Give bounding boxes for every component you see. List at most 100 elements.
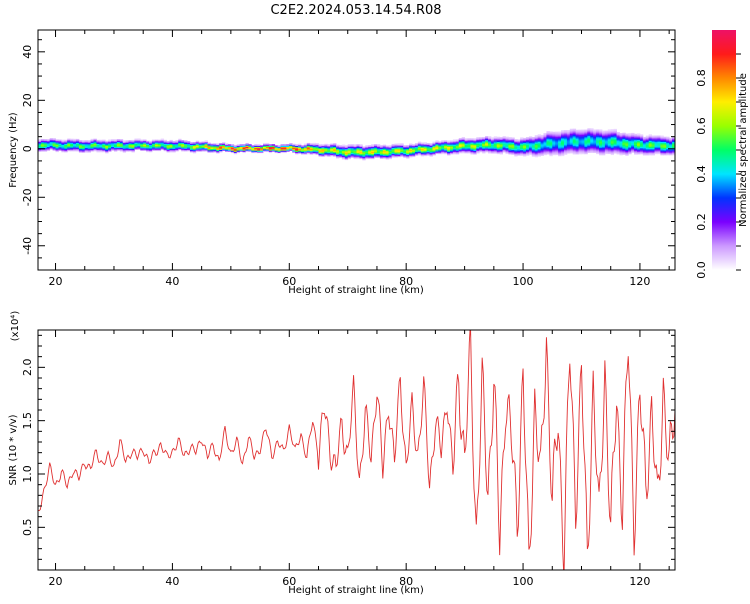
heatmap-cell [604,147,609,150]
heatmap-cell [642,146,647,149]
x-tick-label: 60 [282,575,296,588]
heatmap-cell [607,142,612,145]
heatmap-cell [192,149,197,151]
heatmap-cell [584,144,588,146]
heatmap-cell [300,152,305,155]
heatmap-cell [40,142,45,145]
heatmap-cell [96,150,100,153]
heatmap-cell [537,134,541,136]
heatmap-cell [572,129,577,132]
heatmap-cell [525,149,530,151]
heatmap-cell [412,149,416,151]
heatmap-cell [645,138,650,140]
heatmap-cell [359,156,363,158]
heatmap-cell [587,141,591,144]
heatmap-cell [523,140,527,142]
heatmap-cell [172,146,176,148]
heatmap-cell [81,141,86,144]
heatmap-cell [280,146,284,149]
heatmap-cell [157,148,162,150]
heatmap-cell [663,145,667,147]
snr-panel: 20 40 60 80 100 120 0.51.01.52.0 Height of st… [8,311,676,596]
heatmap-cell [286,149,290,151]
heatmap-cell [108,149,112,151]
heatmap-cell [490,149,495,152]
heatmap-cell [61,143,65,145]
heatmap-cell [201,148,205,151]
heatmap-cell [619,133,623,135]
heatmap-cell [268,144,273,146]
heatmap-cell [584,152,588,155]
heatmap-cell [654,152,658,155]
heatmap-cell [210,143,214,146]
heatmap-cell [444,150,448,152]
heatmap-cell [558,136,562,139]
heatmap-cell [464,140,468,143]
heatmap-cell [403,151,407,153]
heatmap-cell [376,148,381,151]
heatmap-cell [634,134,638,137]
heatmap-cell [350,145,354,147]
heatmap-cell [607,148,612,151]
heatmap-cell [628,144,632,146]
heatmap-cell [406,155,410,158]
heatmap-cell [525,146,530,149]
heatmap-cell [58,145,62,148]
heatmap-cell [634,145,638,148]
heatmap-cell [461,148,466,150]
heatmap-cell [409,143,413,146]
heatmap-cell [222,142,226,144]
heatmap-cell [520,144,524,147]
heatmap-cell [257,147,261,150]
heatmap-cell [61,142,65,144]
heatmap-cell [324,153,328,156]
heatmap-cell [157,143,162,146]
heatmap-cell [87,146,91,148]
heatmap-cell [563,153,568,155]
heatmap-cell [181,141,185,143]
heatmap-cell [508,140,512,143]
heatmap-cell [561,142,565,144]
heatmap-cell [295,148,299,150]
heatmap-cell [414,150,419,152]
heatmap-cell [198,141,203,144]
heatmap-cell [84,145,89,147]
heatmap-cell [663,137,667,140]
heatmap-cell [654,142,658,145]
heatmap-cell [344,146,349,148]
heatmap-cell [119,147,124,150]
heatmap-cell [625,139,629,142]
heatmap-cell [534,142,539,144]
heatmap-cell [315,147,319,149]
heatmap-cell [610,142,615,145]
heatmap-cell [587,136,591,139]
heatmap-cell [601,142,606,145]
heatmap-cell [476,139,480,142]
heatmap-cell [365,147,369,150]
heatmap-cell [338,151,343,153]
heatmap-cell [195,141,200,144]
heatmap-cell [189,147,194,149]
heatmap-cell [616,151,620,154]
heatmap-cell [198,146,203,149]
heatmap-cell [374,150,378,152]
heatmap-cell [242,145,246,147]
heatmap-cell [511,153,515,155]
heatmap-cell [157,142,162,144]
heatmap-cell [534,150,539,153]
heatmap-cell [531,155,536,157]
heatmap-cell [75,149,80,152]
heatmap-cell [350,152,354,155]
heatmap-cell [338,145,343,147]
colorbar-tick-label: 0.2 [695,213,708,231]
heatmap-cell [619,136,623,139]
heatmap-cell [657,141,661,144]
heatmap-cell [125,148,129,151]
heatmap-cell [187,142,191,144]
heatmap-cell [531,143,536,145]
heatmap-cell [537,151,541,153]
heatmap-cell [423,153,428,155]
heatmap-cell [230,145,235,147]
heatmap-cell [604,133,609,135]
heatmap-cell [420,149,425,152]
